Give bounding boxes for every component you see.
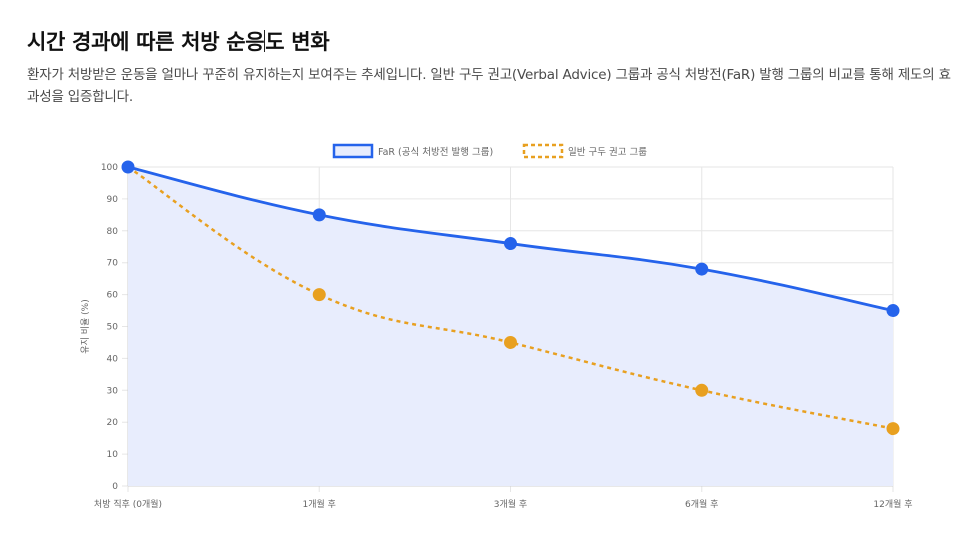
x-tick-label: 3개월 후 bbox=[494, 498, 527, 510]
y-axis-title: 유지 비율 (%) bbox=[80, 299, 91, 353]
legend-label-far: FaR (공식 처방전 발행 그룹) bbox=[378, 146, 493, 158]
y-tick-label: 0 bbox=[112, 482, 118, 492]
y-tick-label: 40 bbox=[107, 354, 119, 364]
chart-legend: FaR (공식 처방전 발행 그룹) 일반 구두 권고 그룹 bbox=[332, 143, 647, 159]
y-tick-label: 20 bbox=[107, 418, 119, 428]
series-far-point bbox=[312, 208, 326, 222]
series-verbal-point bbox=[886, 422, 900, 436]
y-tick-label: 30 bbox=[107, 386, 119, 396]
page-description: 환자가 처방받은 운동을 얼마나 꾸준히 유지하는지 보여주는 추세입니다. 일… bbox=[27, 67, 951, 105]
y-tick-label: 80 bbox=[107, 227, 119, 237]
series-verbal-point bbox=[312, 288, 326, 302]
series-far-point bbox=[886, 304, 900, 318]
page-title-part1: 시간 경과에 따른 처방 순응 bbox=[27, 30, 265, 54]
legend-swatch-far bbox=[332, 143, 374, 159]
y-tick-label: 100 bbox=[101, 163, 118, 173]
series-far-point bbox=[504, 237, 517, 251]
y-tick-label: 50 bbox=[107, 323, 119, 333]
x-tick-label: 6개월 후 bbox=[685, 498, 718, 510]
series-far-point bbox=[695, 262, 709, 276]
legend-swatch-verbal bbox=[522, 143, 564, 159]
series-verbal-point bbox=[504, 335, 517, 349]
y-tick-label: 10 bbox=[107, 450, 119, 460]
page-title: 시간 경과에 따른 처방 순응도 변화 bbox=[27, 26, 330, 56]
text-cursor bbox=[264, 30, 266, 52]
x-tick-label: 처방 직후 (0개월) bbox=[94, 498, 162, 510]
legend-label-verbal: 일반 구두 권고 그룹 bbox=[568, 146, 647, 158]
y-tick-label: 60 bbox=[107, 291, 119, 301]
x-tick-label: 1개월 후 bbox=[303, 498, 336, 510]
y-tick-label: 70 bbox=[107, 259, 119, 269]
page-title-part2: 도 변화 bbox=[265, 30, 330, 54]
series-far-area bbox=[128, 167, 893, 486]
y-tick-label: 90 bbox=[107, 195, 119, 205]
series-far-point bbox=[121, 160, 135, 174]
x-tick-label: 12개월 후 bbox=[873, 498, 912, 510]
series-verbal-point bbox=[695, 383, 709, 397]
